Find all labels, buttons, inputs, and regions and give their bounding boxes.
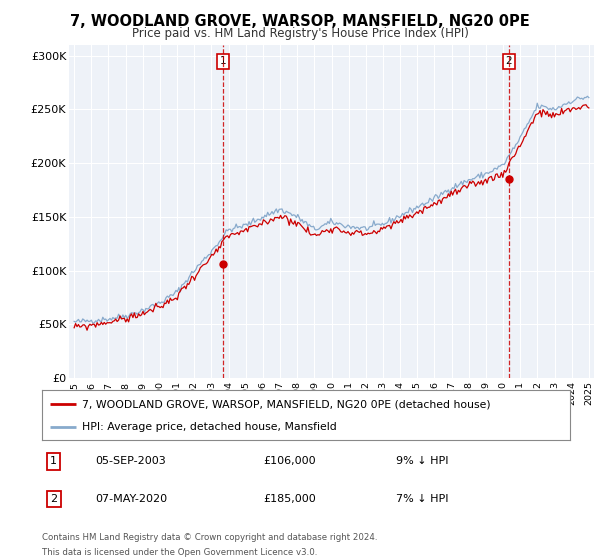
- Text: £106,000: £106,000: [264, 456, 316, 466]
- Text: 2: 2: [505, 57, 512, 67]
- Text: 07-MAY-2020: 07-MAY-2020: [95, 494, 167, 504]
- Text: 05-SEP-2003: 05-SEP-2003: [95, 456, 166, 466]
- Text: £185,000: £185,000: [264, 494, 317, 504]
- Text: 1: 1: [220, 57, 226, 67]
- Text: 7, WOODLAND GROVE, WARSOP, MANSFIELD, NG20 0PE: 7, WOODLAND GROVE, WARSOP, MANSFIELD, NG…: [70, 14, 530, 29]
- Text: 7, WOODLAND GROVE, WARSOP, MANSFIELD, NG20 0PE (detached house): 7, WOODLAND GROVE, WARSOP, MANSFIELD, NG…: [82, 399, 490, 409]
- Text: Contains HM Land Registry data © Crown copyright and database right 2024.: Contains HM Land Registry data © Crown c…: [42, 533, 377, 542]
- Text: HPI: Average price, detached house, Mansfield: HPI: Average price, detached house, Mans…: [82, 422, 337, 432]
- Text: 1: 1: [50, 456, 57, 466]
- Text: 7% ↓ HPI: 7% ↓ HPI: [396, 494, 448, 504]
- Text: 2: 2: [50, 494, 57, 504]
- Text: This data is licensed under the Open Government Licence v3.0.: This data is licensed under the Open Gov…: [42, 548, 317, 557]
- Text: 9% ↓ HPI: 9% ↓ HPI: [396, 456, 448, 466]
- Text: Price paid vs. HM Land Registry's House Price Index (HPI): Price paid vs. HM Land Registry's House …: [131, 27, 469, 40]
